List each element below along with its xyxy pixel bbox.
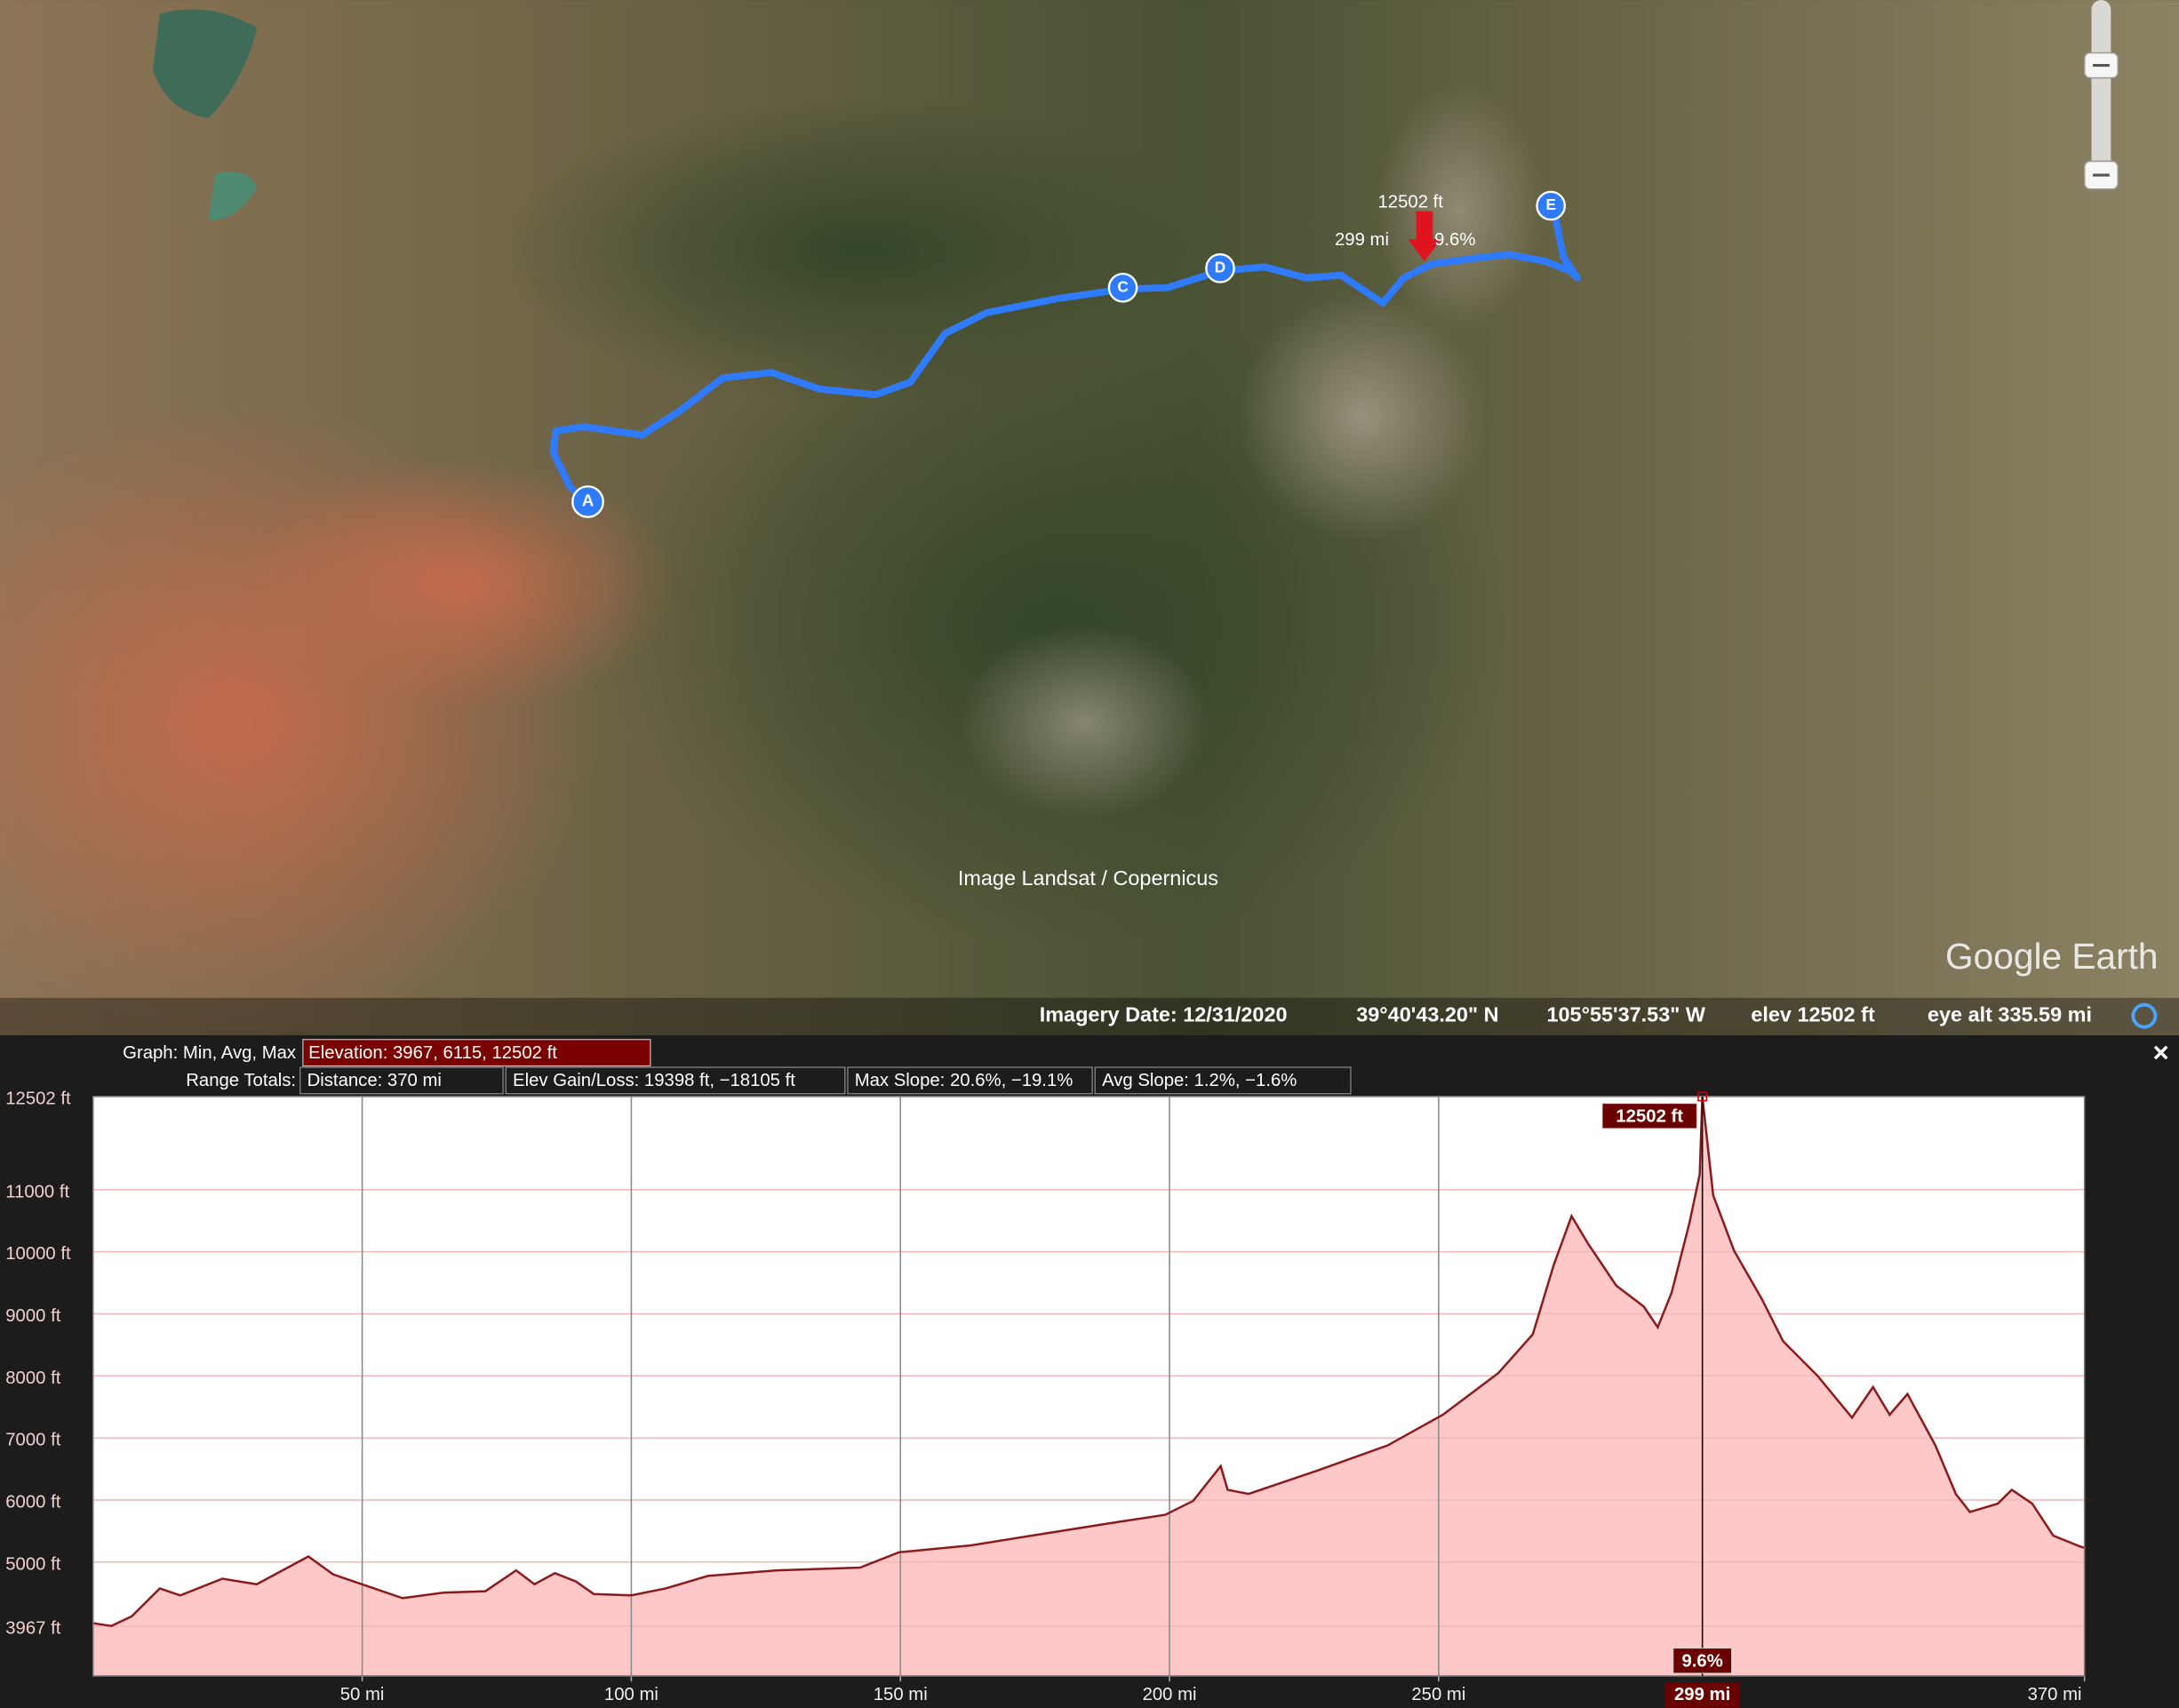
marker-pin <box>571 485 604 518</box>
cursor-slope: 9.6% <box>1434 230 1475 250</box>
elev-gain-loss: Elev Gain/Loss: 19398 ft, −18105 ft <box>513 1071 795 1090</box>
y-tick-label: 12502 ft <box>5 1089 71 1108</box>
cursor-elevation-label: 12502 ft <box>1616 1107 1683 1127</box>
x-tick-label: 200 mi <box>1143 1685 1197 1704</box>
lake <box>208 172 258 220</box>
y-tick-label: 8000 ft <box>5 1369 60 1388</box>
cursor-distance-label: 299 mi <box>1674 1685 1730 1704</box>
status-bar-bg <box>0 997 2179 1036</box>
summary-box[interactable] <box>299 1066 504 1095</box>
x-tick-label: 370 mi <box>2028 1685 2082 1704</box>
terrain <box>959 625 1209 820</box>
elevation-chart: 3967 ft 5000 ft 6000 ft 7000 ft 8000 ft 9000 … <box>5 1089 2086 1708</box>
x-tick-label: 50 mi <box>340 1685 385 1704</box>
position-arrow <box>1408 211 1441 262</box>
cursor-slope-label: 9.6% <box>1681 1652 1722 1672</box>
route-marker[interactable]: A <box>571 485 604 518</box>
summary-box[interactable] <box>847 1066 1093 1095</box>
max-slope: Max Slope: 20.6%, −19.1% <box>855 1071 1074 1090</box>
summary-box[interactable] <box>1094 1066 1352 1095</box>
range-label: Range Totals: <box>186 1071 296 1090</box>
terrain <box>1236 291 1488 542</box>
imagery-date: Imagery Date: 12/31/2020 <box>1040 1002 1288 1026</box>
summary-box[interactable] <box>505 1066 846 1095</box>
distance: Distance: 370 mi <box>307 1071 442 1090</box>
y-tick-label: 6000 ft <box>5 1492 60 1512</box>
graph-label: Graph: Min, Avg, Max <box>123 1043 296 1063</box>
cursor-label-bg <box>1672 1648 1732 1674</box>
terrain <box>499 97 1224 403</box>
cursor-point <box>1697 1091 1708 1102</box>
plot-border <box>92 1096 2086 1677</box>
route-marker[interactable]: D <box>1205 253 1235 283</box>
elevation-line <box>92 1096 2085 1627</box>
latitude: 39°40'43.20" N <box>1356 1002 1498 1026</box>
cursor-distance: 299 mi <box>1335 230 1389 250</box>
marker-label: E <box>1545 196 1555 213</box>
route-marker[interactable]: E <box>1536 190 1566 221</box>
y-tick-label: 9000 ft <box>5 1306 60 1326</box>
marker-label: D <box>1215 258 1225 275</box>
avg-slope: Avg Slope: 1.2%, −1.6% <box>1102 1071 1297 1090</box>
y-tick-label: 10000 ft <box>5 1244 71 1264</box>
eye-altitude: eye alt 335.59 mi <box>1928 1002 2092 1026</box>
elevation-profile-panel: Graph: Min, Avg, Max Elevation: 3967, 61… <box>0 1035 2179 1708</box>
slider-track <box>2091 0 2111 188</box>
loading-indicator <box>2131 1002 2158 1029</box>
summary-box[interactable] <box>302 1039 651 1067</box>
marker-pin <box>1107 272 1138 303</box>
elevation-summary: Elevation: 3967, 6115, 12502 ft <box>308 1043 557 1063</box>
marker-pin <box>1536 190 1566 221</box>
logo: Google Earth <box>1945 936 2158 977</box>
x-tick-label: 100 mi <box>604 1685 658 1704</box>
close-button[interactable]: × <box>2153 1037 2169 1068</box>
cursor-label-bg <box>1664 1682 1740 1708</box>
y-tick-label: 3967 ft <box>5 1618 60 1638</box>
longitude: 105°55'37.53" W <box>1546 1002 1705 1026</box>
x-tick-label: 150 mi <box>874 1685 928 1704</box>
terrain <box>235 459 682 709</box>
marker-label: A <box>582 491 595 510</box>
status-bar: Imagery Date: 12/31/2020 39°40'43.20" N … <box>0 997 2179 1036</box>
route-marker[interactable]: C <box>1107 272 1138 303</box>
elevation: elev 12502 ft <box>1751 1002 1875 1026</box>
map-view[interactable]: A C D E 12502 ft 299 mi 9.6% Image Lands… <box>0 0 2179 1042</box>
zoom-slider[interactable] <box>2083 0 2119 190</box>
attribution: Image Landsat / Copernicus <box>958 866 1218 890</box>
marker-pin <box>1205 253 1235 283</box>
lake <box>153 9 258 118</box>
marker-label: C <box>1117 277 1128 295</box>
y-tick-label: 11000 ft <box>5 1182 69 1201</box>
x-tick-label: 250 mi <box>1411 1685 1465 1704</box>
cursor-label-bg <box>1601 1103 1697 1129</box>
y-tick-label: 5000 ft <box>5 1554 60 1574</box>
y-tick-label: 7000 ft <box>5 1431 60 1450</box>
cursor-elevation: 12502 ft <box>1378 193 1444 212</box>
